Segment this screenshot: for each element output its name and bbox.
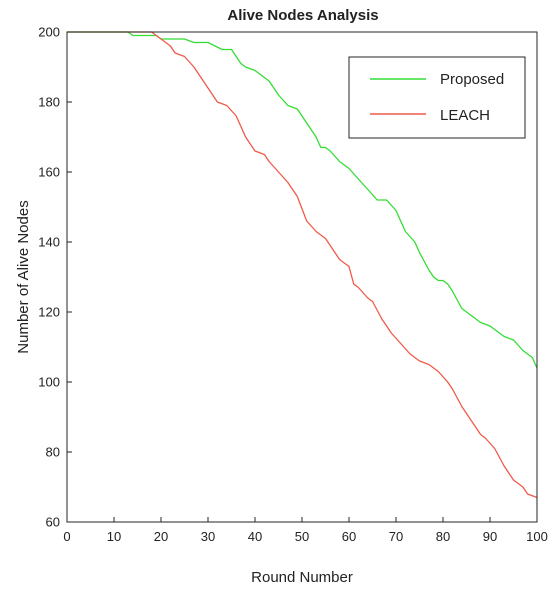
x-tick-label: 40: [248, 529, 262, 544]
y-tick-label: 100: [38, 375, 60, 390]
series-line-leach: [67, 31, 538, 499]
x-tick-label: 60: [342, 529, 356, 544]
x-axis-ticks: 0 10 20 30 40 50 60 70 80 90 100: [63, 517, 548, 544]
y-tick-label: 180: [38, 95, 60, 110]
legend-label-proposed: Proposed: [440, 71, 504, 88]
y-tick-label: 80: [46, 445, 60, 460]
x-tick-label: 30: [201, 529, 215, 544]
series-line-proposed: [67, 31, 538, 369]
y-axis-ticks: 60 80 100 120 140 160 180 200: [38, 25, 72, 530]
x-tick-label: 50: [295, 529, 309, 544]
x-tick-label: 20: [154, 529, 168, 544]
plot-frame: [66, 31, 538, 523]
y-tick-label: 160: [38, 165, 60, 180]
y-tick-label: 120: [38, 305, 60, 320]
chart-title: Alive Nodes Analysis: [227, 7, 378, 24]
y-tick-label: 200: [38, 25, 60, 40]
x-tick-label: 0: [63, 529, 70, 544]
y-axis-label: Number of Alive Nodes: [15, 200, 32, 353]
x-tick-label: 80: [436, 529, 450, 544]
x-tick-label: 10: [107, 529, 121, 544]
y-tick-label: 60: [46, 515, 60, 530]
x-axis-label: Round Number: [251, 569, 353, 586]
legend-box: [348, 56, 526, 139]
series-layer: [67, 31, 538, 499]
y-tick-label: 140: [38, 235, 60, 250]
x-tick-label: 100: [526, 529, 548, 544]
legend-label-leach: LEACH: [440, 107, 490, 124]
x-tick-label: 70: [389, 529, 403, 544]
legend: Proposed LEACH: [348, 56, 526, 139]
x-tick-label: 90: [483, 529, 497, 544]
